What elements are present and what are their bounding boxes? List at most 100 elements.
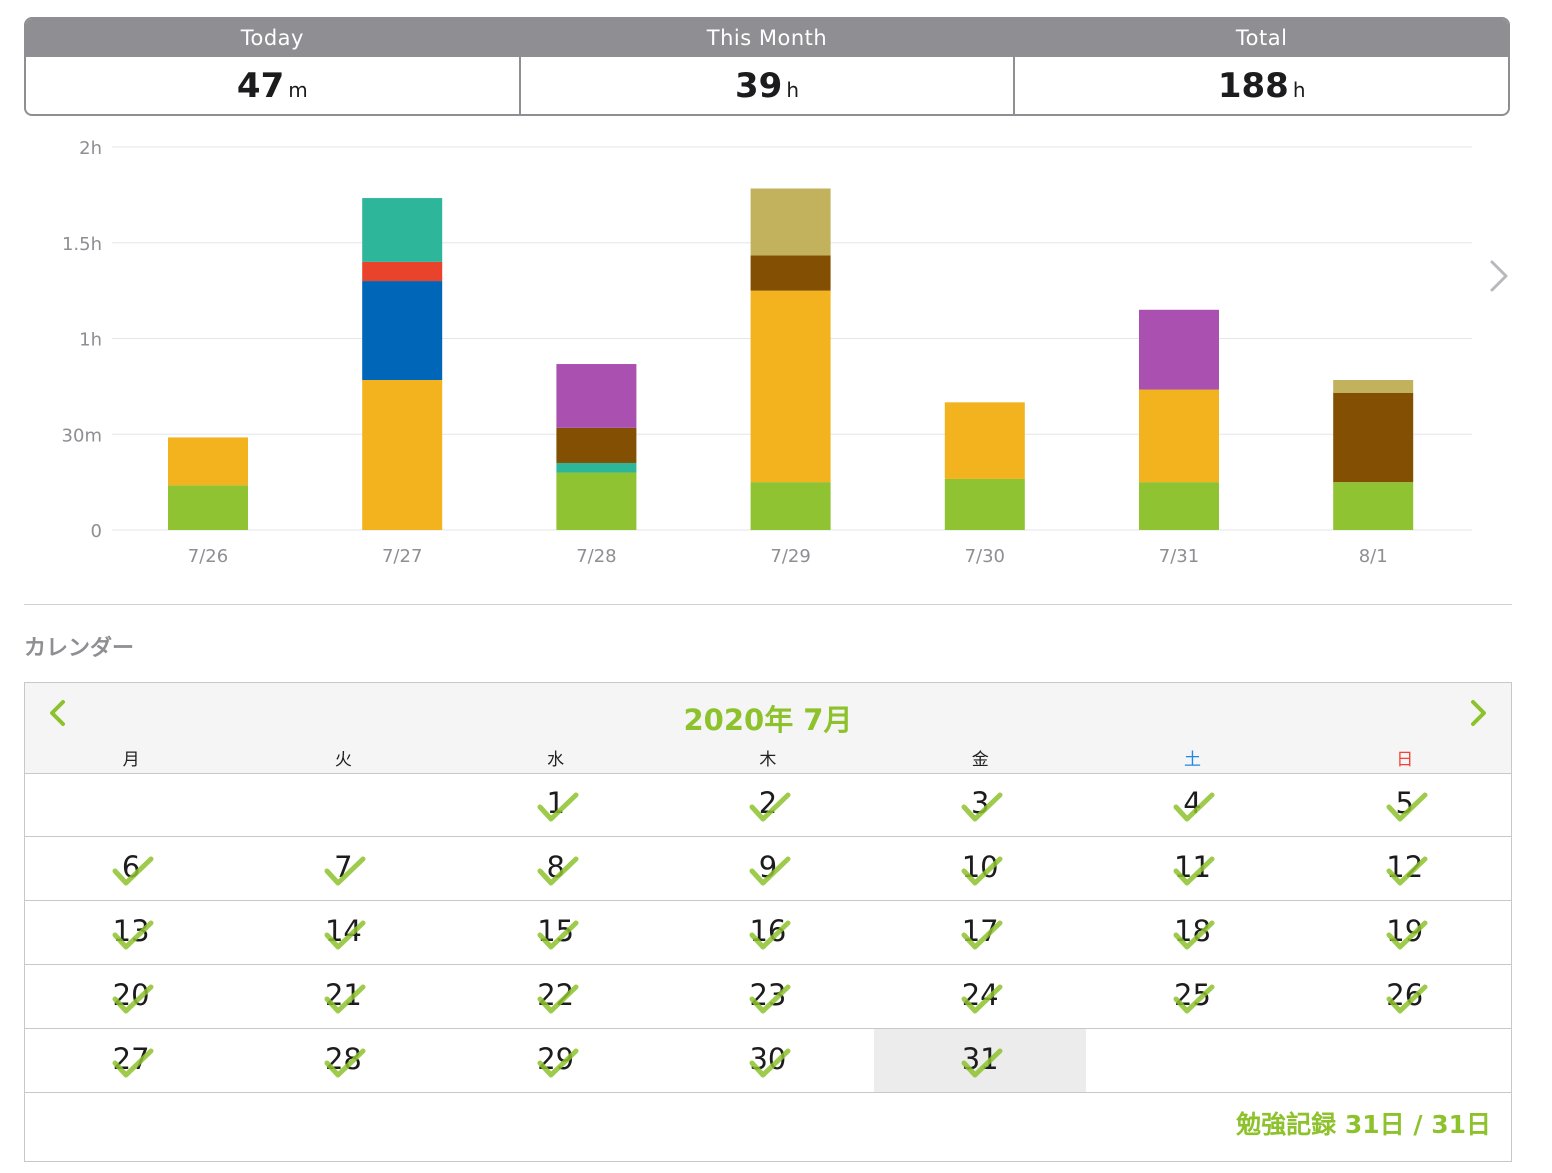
bar-segment[interactable] (556, 462, 637, 473)
calendar-day[interactable]: 18 (1086, 901, 1298, 964)
checkmark-icon (323, 983, 367, 1019)
calendar-empty-cell (1086, 1029, 1298, 1092)
calendar-day[interactable]: 25 (1086, 965, 1298, 1028)
stat-today-unit: m (288, 77, 308, 102)
calendar-day[interactable]: 20 (25, 965, 237, 1028)
chevron-right-icon[interactable] (1463, 697, 1493, 729)
calendar-day[interactable]: 12 (1299, 837, 1511, 900)
checkmark-icon (323, 855, 367, 891)
bar-segment[interactable] (1333, 379, 1414, 393)
calendar-day[interactable]: 4 (1086, 773, 1298, 836)
calendar-month-label: 2020年 7月 (683, 703, 853, 737)
bar-segment[interactable] (750, 482, 831, 530)
calendar-day[interactable]: 9 (662, 837, 874, 900)
bar-segment[interactable] (168, 485, 248, 530)
calendar-day[interactable]: 23 (662, 965, 874, 1028)
checkmark-icon (536, 791, 580, 827)
bar-segment[interactable] (750, 290, 831, 483)
checkmark-icon (960, 855, 1004, 891)
checkmark-icon (748, 919, 792, 955)
bar-segment[interactable] (1139, 309, 1219, 390)
calendar-day[interactable]: 28 (237, 1029, 449, 1092)
calendar-day[interactable]: 2 (662, 773, 874, 836)
stats-summary: Today 47 m This Month 39 h Total 188 h (24, 17, 1510, 116)
bar-segment[interactable] (168, 437, 248, 486)
bar-segment[interactable] (1333, 482, 1414, 530)
checkmark-icon (960, 1047, 1004, 1083)
study-record-count: 勉強記録 31日 / 31日 (1236, 1110, 1491, 1139)
bar-segment[interactable] (556, 427, 637, 463)
calendar-day[interactable]: 3 (874, 773, 1086, 836)
weekday-thu: 木 (759, 750, 777, 770)
section-divider (24, 604, 1512, 605)
calendar-day[interactable]: 30 (662, 1029, 874, 1092)
checkmark-icon (1385, 983, 1429, 1019)
checkmark-icon (1172, 791, 1216, 827)
calendar-day[interactable]: 8 (450, 837, 662, 900)
calendar-day[interactable]: 21 (237, 965, 449, 1028)
bar-segment[interactable] (556, 364, 637, 428)
y-tick-label: 30m (62, 425, 102, 446)
stat-month-unit: h (786, 77, 800, 102)
checkmark-icon (960, 919, 1004, 955)
bar-segment[interactable] (362, 379, 443, 530)
bar-segment[interactable] (362, 198, 443, 262)
calendar-day[interactable]: 19 (1299, 901, 1511, 964)
bar-segment[interactable] (1333, 392, 1414, 483)
checkmark-icon (1172, 855, 1216, 891)
checkmark-icon (1172, 919, 1216, 955)
bar-segment[interactable] (556, 472, 637, 530)
y-tick-label: 2h (79, 138, 102, 159)
chevron-left-icon[interactable] (43, 697, 73, 729)
bar-segment[interactable] (1139, 389, 1219, 483)
stat-today-label: Today (26, 19, 519, 57)
checkmark-icon (1385, 855, 1429, 891)
bar-segment[interactable] (362, 261, 443, 282)
calendar-day[interactable]: 13 (25, 901, 237, 964)
chevron-right-icon[interactable] (1486, 258, 1514, 294)
bar-segment[interactable] (944, 402, 1025, 479)
calendar-week-row: 13 14 15 16 17 18 19 (25, 901, 1511, 965)
bar-segment[interactable] (362, 281, 443, 380)
calendar-day[interactable]: 10 (874, 837, 1086, 900)
checkmark-icon (536, 983, 580, 1019)
calendar-day[interactable]: 31 (874, 1029, 1087, 1092)
calendar-day[interactable]: 16 (662, 901, 874, 964)
bar-segment[interactable] (1139, 482, 1219, 530)
checkmark-icon (536, 1047, 580, 1083)
stat-today-value: 47 (236, 65, 285, 106)
y-tick-label: 1h (79, 330, 102, 351)
calendar-day[interactable]: 26 (1299, 965, 1511, 1028)
calendar-day[interactable]: 15 (450, 901, 662, 964)
bar-segment[interactable] (750, 188, 831, 256)
calendar-day[interactable]: 6 (25, 837, 237, 900)
checkmark-icon (748, 855, 792, 891)
y-tick-label: 0 (91, 521, 102, 542)
study-time-bar-chart: 0 30m 1h 1.5h 2h 7/26 7/27 7/28 7/29 7/30 7/31 8/1 (62, 138, 1472, 567)
weekday-tue: 火 (334, 750, 352, 770)
calendar-day[interactable]: 22 (450, 965, 662, 1028)
weekday-fri: 金 (971, 750, 989, 770)
calendar-day[interactable]: 24 (874, 965, 1086, 1028)
checkmark-icon (111, 855, 155, 891)
calendar-day[interactable]: 27 (25, 1029, 237, 1092)
y-tick-label: 1.5h (62, 234, 102, 255)
calendar-day[interactable]: 1 (450, 773, 662, 836)
checkmark-icon (536, 919, 580, 955)
calendar-day[interactable]: 29 (450, 1029, 662, 1092)
checkmark-icon (1172, 983, 1216, 1019)
bar-segment[interactable] (944, 478, 1025, 530)
checkmark-icon (748, 983, 792, 1019)
calendar-day[interactable]: 14 (237, 901, 449, 964)
checkmark-icon (748, 1047, 792, 1083)
calendar-day[interactable]: 11 (1086, 837, 1298, 900)
calendar-week-row: 27 28 29 30 31 (25, 1029, 1511, 1093)
calendar-week-row: 6 7 8 9 10 11 12 (25, 837, 1511, 901)
bar-segment[interactable] (750, 255, 831, 291)
calendar-day[interactable]: 7 (237, 837, 449, 900)
calendar-day[interactable]: 17 (874, 901, 1086, 964)
checkmark-icon (748, 791, 792, 827)
calendar-day[interactable]: 5 (1299, 773, 1511, 836)
stat-total-unit: h (1292, 77, 1306, 102)
